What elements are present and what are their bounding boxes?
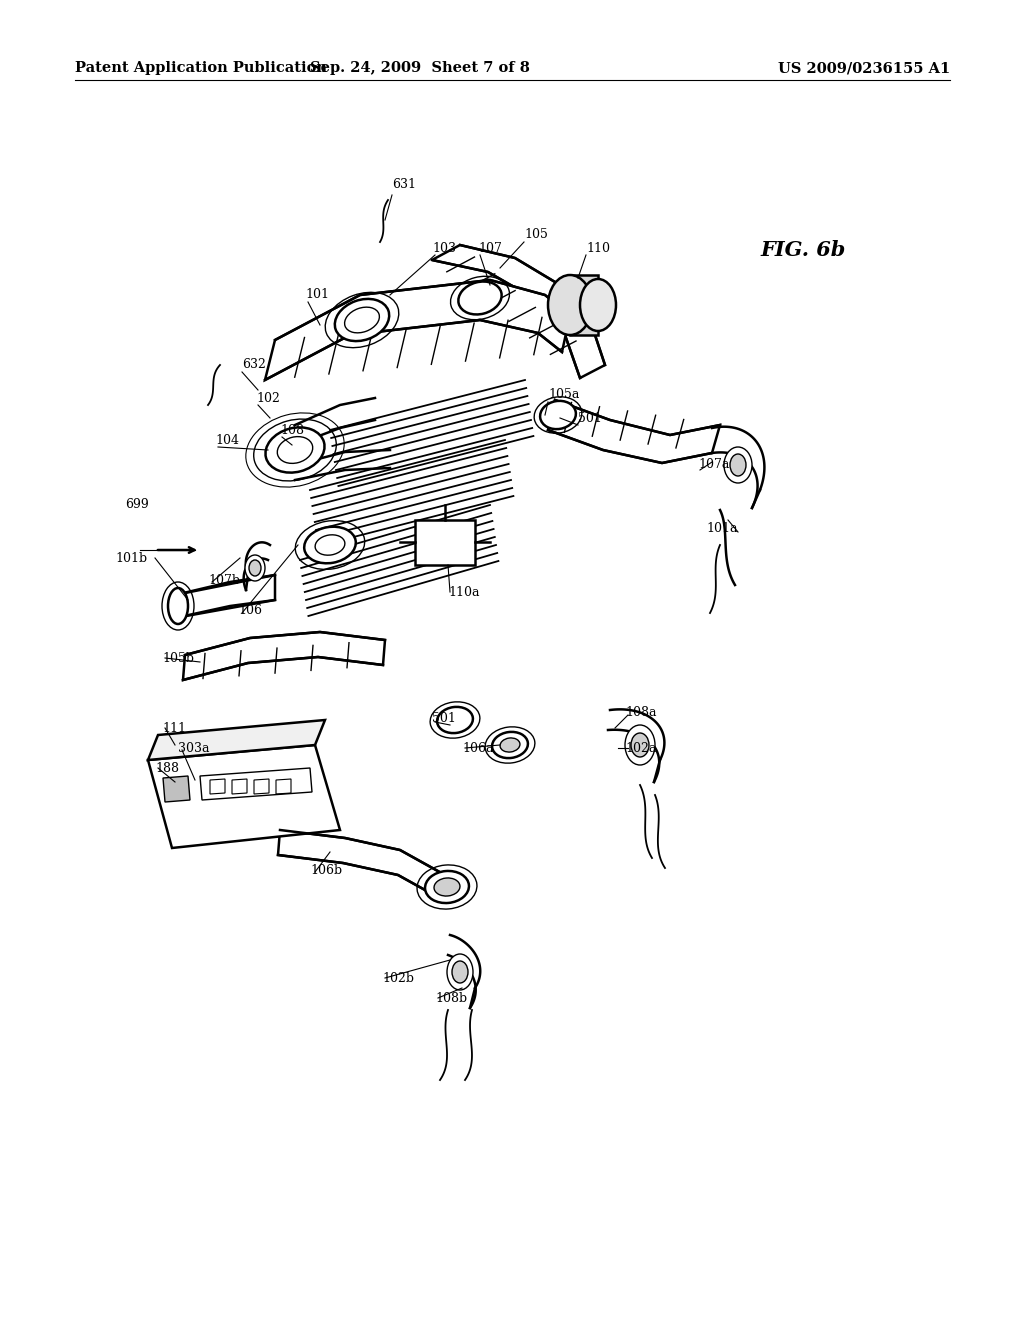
Text: 699: 699 — [125, 499, 148, 511]
Ellipse shape — [304, 527, 355, 564]
Text: 106a: 106a — [462, 742, 494, 755]
Ellipse shape — [631, 733, 649, 756]
Ellipse shape — [447, 954, 473, 990]
Ellipse shape — [335, 298, 389, 341]
Text: 101: 101 — [305, 289, 329, 301]
Ellipse shape — [459, 281, 502, 314]
Text: Patent Application Publication: Patent Application Publication — [75, 61, 327, 75]
Ellipse shape — [452, 961, 468, 983]
Text: 303a: 303a — [178, 742, 210, 755]
Polygon shape — [415, 520, 475, 565]
Text: 108b: 108b — [435, 991, 467, 1005]
Text: 111: 111 — [162, 722, 186, 734]
Text: 110a: 110a — [449, 586, 479, 598]
Text: 101b: 101b — [115, 552, 147, 565]
Ellipse shape — [315, 535, 345, 556]
Text: 107: 107 — [478, 242, 502, 255]
Text: 106: 106 — [238, 603, 262, 616]
Polygon shape — [265, 280, 570, 380]
Polygon shape — [183, 632, 385, 680]
Ellipse shape — [425, 871, 469, 903]
Text: 105b: 105b — [162, 652, 194, 664]
Text: Sep. 24, 2009  Sheet 7 of 8: Sep. 24, 2009 Sheet 7 of 8 — [310, 61, 530, 75]
Text: 108: 108 — [280, 424, 304, 437]
Polygon shape — [432, 246, 605, 378]
Ellipse shape — [265, 428, 325, 473]
Polygon shape — [163, 776, 190, 803]
Ellipse shape — [434, 878, 460, 896]
Polygon shape — [278, 830, 445, 900]
Text: 107b: 107b — [208, 573, 240, 586]
Text: 104: 104 — [215, 433, 239, 446]
Text: 188: 188 — [155, 762, 179, 775]
Ellipse shape — [437, 708, 473, 733]
Text: 501: 501 — [432, 711, 456, 725]
Ellipse shape — [249, 560, 261, 576]
Text: FIG. 6b: FIG. 6b — [760, 240, 846, 260]
Text: 110: 110 — [586, 242, 610, 255]
Text: 102a: 102a — [625, 742, 656, 755]
Text: 102b: 102b — [382, 972, 414, 985]
Ellipse shape — [493, 731, 528, 758]
Ellipse shape — [540, 401, 575, 429]
Text: 632: 632 — [242, 359, 266, 371]
Polygon shape — [148, 744, 340, 847]
Text: 108a: 108a — [625, 705, 656, 718]
Ellipse shape — [548, 275, 592, 335]
Ellipse shape — [730, 454, 746, 477]
Polygon shape — [200, 768, 312, 800]
Ellipse shape — [345, 308, 380, 333]
Text: 103: 103 — [432, 242, 456, 255]
Polygon shape — [148, 719, 325, 760]
Polygon shape — [548, 400, 720, 463]
Text: US 2009/0236155 A1: US 2009/0236155 A1 — [778, 61, 950, 75]
Ellipse shape — [500, 738, 520, 752]
Ellipse shape — [724, 447, 752, 483]
Polygon shape — [570, 275, 598, 335]
Polygon shape — [175, 576, 275, 618]
Text: 106b: 106b — [310, 863, 342, 876]
Text: 107a: 107a — [698, 458, 729, 471]
Text: 105a: 105a — [548, 388, 580, 401]
Text: 631: 631 — [392, 178, 416, 191]
Text: 105: 105 — [524, 228, 548, 242]
Text: 101a: 101a — [707, 521, 738, 535]
Text: 501: 501 — [578, 412, 602, 425]
Ellipse shape — [278, 437, 312, 463]
Ellipse shape — [625, 725, 655, 766]
Ellipse shape — [168, 587, 188, 624]
Ellipse shape — [245, 554, 265, 581]
Ellipse shape — [580, 279, 616, 331]
Text: 102: 102 — [256, 392, 280, 404]
